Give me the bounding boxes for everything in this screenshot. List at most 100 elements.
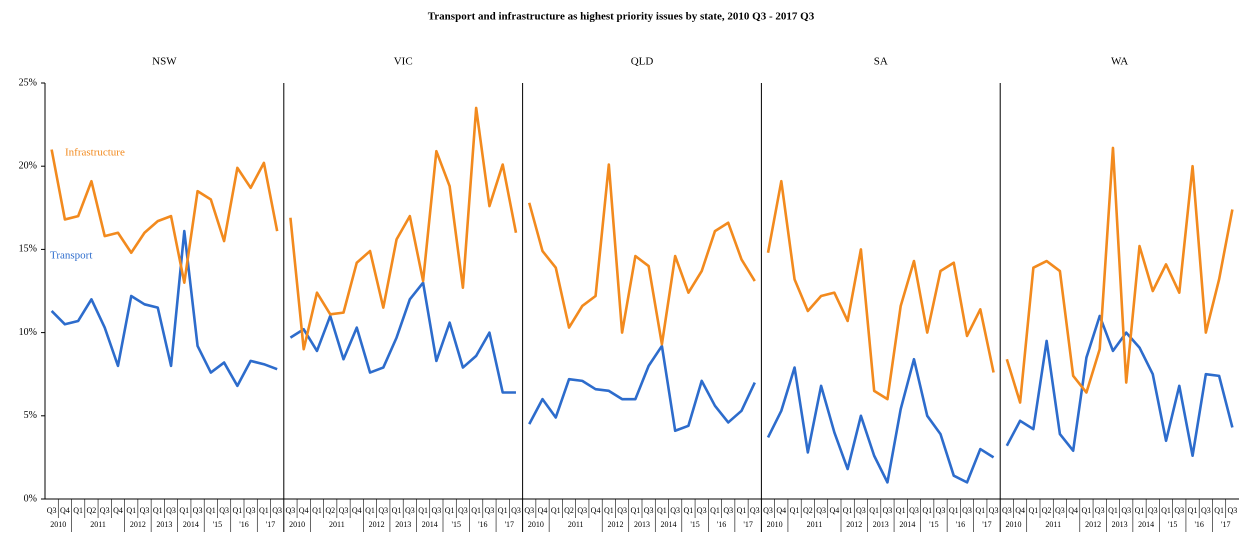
- x-tick-label: Q3: [378, 506, 388, 515]
- x-tick-label: Q3: [856, 506, 866, 515]
- x-tick-label: Q4: [299, 506, 309, 515]
- x-tick-label: Q1: [1214, 506, 1224, 515]
- x-tick-label: Q3: [1174, 506, 1184, 515]
- x-tick-label: Q3: [670, 506, 680, 515]
- series-line: [528, 344, 756, 433]
- x-tick-label: Q1: [843, 506, 853, 515]
- x-tick-label: Q1: [790, 506, 800, 515]
- x-tick-label: Q1: [206, 506, 216, 515]
- year-label: 2014: [661, 520, 677, 529]
- year-label: '15: [452, 520, 461, 529]
- x-tick-label: Q1: [445, 506, 455, 515]
- x-tick-label: Q1: [392, 506, 402, 515]
- x-tick-label: Q1: [684, 506, 694, 515]
- year-label: '15: [690, 520, 699, 529]
- x-tick-label: Q3: [1201, 506, 1211, 515]
- y-tick-label: 25%: [19, 77, 37, 88]
- x-tick-label: Q3: [883, 506, 893, 515]
- x-tick-label: Q4: [113, 506, 123, 515]
- x-tick-label: Q1: [657, 506, 667, 515]
- series-line: [50, 149, 279, 284]
- year-label: 2012: [607, 520, 623, 529]
- year-label: 2011: [1045, 520, 1061, 529]
- x-tick-label: Q3: [166, 506, 176, 515]
- year-label: 2010: [528, 520, 544, 529]
- x-tick-label: Q1: [498, 506, 508, 515]
- x-tick-label: Q3: [617, 506, 627, 515]
- year-label: 2013: [1112, 520, 1128, 529]
- y-tick-label: 15%: [19, 244, 37, 255]
- x-tick-label: Q3: [1227, 506, 1237, 515]
- x-tick-label: Q3: [511, 506, 521, 515]
- x-tick-label: Q3: [100, 506, 110, 515]
- y-tick-label: 20%: [19, 160, 37, 171]
- x-tick-label: Q2: [325, 506, 335, 515]
- y-tick-label: 0%: [24, 493, 37, 504]
- x-tick-label: Q1: [1135, 506, 1145, 515]
- legend-label: Transport: [50, 250, 92, 262]
- x-tick-label: Q3: [1055, 506, 1065, 515]
- x-tick-label: Q3: [1148, 506, 1158, 515]
- x-tick-label: Q3: [697, 506, 707, 515]
- x-tick-label: Q1: [949, 506, 959, 515]
- x-tick-label: Q3: [219, 506, 229, 515]
- x-tick-label: Q1: [259, 506, 269, 515]
- year-label: '17: [505, 520, 514, 529]
- year-label: 2010: [289, 520, 305, 529]
- x-tick-label: Q4: [1068, 506, 1078, 515]
- year-label: 2013: [395, 520, 411, 529]
- x-tick-label: Q1: [73, 506, 83, 515]
- series-line: [766, 179, 995, 401]
- series-line: [766, 357, 995, 484]
- x-tick-label: Q3: [524, 506, 534, 515]
- x-tick-label: Q3: [193, 506, 203, 515]
- x-tick-label: Q1: [1188, 506, 1198, 515]
- x-tick-label: Q4: [776, 506, 786, 515]
- x-tick-label: Q2: [803, 506, 813, 515]
- x-tick-label: Q1: [710, 506, 720, 515]
- x-tick-label: Q1: [869, 506, 879, 515]
- year-label: 2012: [846, 520, 862, 529]
- x-tick-label: Q3: [816, 506, 826, 515]
- year-label: '17: [743, 520, 752, 529]
- x-tick-label: Q3: [339, 506, 349, 515]
- panel-title: SA: [874, 56, 888, 68]
- x-tick-label: Q1: [1028, 506, 1038, 515]
- x-tick-label: Q3: [936, 506, 946, 515]
- x-tick-label: Q3: [246, 506, 256, 515]
- series-line: [50, 229, 278, 388]
- year-label: '16: [956, 520, 965, 529]
- x-tick-label: Q3: [750, 506, 760, 515]
- year-label: 2013: [873, 520, 889, 529]
- x-tick-label: Q2: [1042, 506, 1052, 515]
- year-label: '17: [1221, 520, 1230, 529]
- year-label: '15: [929, 520, 938, 529]
- year-label: 2010: [767, 520, 783, 529]
- x-tick-label: Q2: [87, 506, 97, 515]
- x-tick-label: Q1: [232, 506, 242, 515]
- x-tick-label: Q1: [975, 506, 985, 515]
- x-tick-label: Q3: [272, 506, 282, 515]
- x-tick-label: Q3: [962, 506, 972, 515]
- x-tick-label: Q3: [140, 506, 150, 515]
- year-label: 2012: [369, 520, 385, 529]
- x-tick-label: Q4: [1015, 506, 1025, 515]
- year-label: 2012: [130, 520, 146, 529]
- x-tick-label: Q3: [644, 506, 654, 515]
- x-tick-label: Q3: [723, 506, 733, 515]
- x-tick-label: Q4: [352, 506, 362, 515]
- year-label: 2011: [807, 520, 823, 529]
- year-label: 2014: [899, 520, 915, 529]
- x-tick-label: Q3: [286, 506, 296, 515]
- x-tick-label: Q3: [1002, 506, 1012, 515]
- x-tick-label: Q1: [471, 506, 481, 515]
- y-tick-label: 10%: [19, 327, 37, 338]
- year-label: '15: [1168, 520, 1177, 529]
- year-label: '16: [239, 520, 248, 529]
- x-tick-label: Q4: [829, 506, 839, 515]
- year-label: 2014: [422, 520, 438, 529]
- year-label: 2013: [156, 520, 172, 529]
- x-tick-label: Q3: [405, 506, 415, 515]
- series-line: [289, 106, 518, 351]
